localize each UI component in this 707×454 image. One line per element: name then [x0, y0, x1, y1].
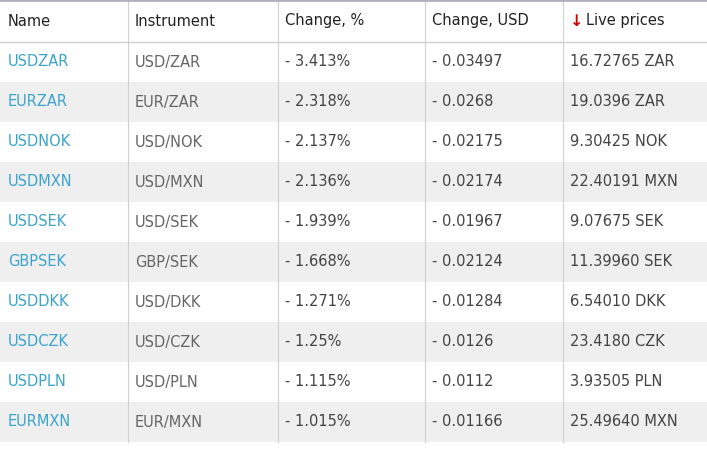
Text: 3.93505 PLN: 3.93505 PLN — [570, 375, 662, 390]
Text: 25.49640 MXN: 25.49640 MXN — [570, 415, 678, 429]
Text: 11.39960 SEK: 11.39960 SEK — [570, 255, 672, 270]
Text: - 0.0126: - 0.0126 — [432, 335, 493, 350]
Text: - 0.0268: - 0.0268 — [432, 94, 493, 109]
Text: - 1.115%: - 1.115% — [285, 375, 351, 390]
Text: - 0.02124: - 0.02124 — [432, 255, 503, 270]
Text: EURZAR: EURZAR — [8, 94, 68, 109]
Text: 9.30425 NOK: 9.30425 NOK — [570, 134, 667, 149]
Text: Live prices: Live prices — [586, 14, 665, 29]
Text: USDPLN: USDPLN — [8, 375, 67, 390]
Bar — [0, 162, 707, 202]
Bar — [0, 82, 707, 122]
Text: GBPSEK: GBPSEK — [8, 255, 66, 270]
Text: 19.0396 ZAR: 19.0396 ZAR — [570, 94, 665, 109]
Text: - 0.02174: - 0.02174 — [432, 174, 503, 189]
Bar — [0, 42, 707, 82]
Text: - 0.02175: - 0.02175 — [432, 134, 503, 149]
Bar — [0, 242, 707, 282]
Text: USDZAR: USDZAR — [8, 54, 69, 69]
Text: Instrument: Instrument — [135, 14, 216, 29]
Text: - 1.25%: - 1.25% — [285, 335, 341, 350]
Text: - 0.01967: - 0.01967 — [432, 214, 503, 230]
Text: USD/CZK: USD/CZK — [135, 335, 201, 350]
Text: ↓: ↓ — [570, 14, 583, 29]
Bar — [0, 402, 707, 442]
Text: - 2.136%: - 2.136% — [285, 174, 351, 189]
Text: - 0.0112: - 0.0112 — [432, 375, 493, 390]
Text: USDSEK: USDSEK — [8, 214, 67, 230]
Text: USDMXN: USDMXN — [8, 174, 73, 189]
Text: 22.40191 MXN: 22.40191 MXN — [570, 174, 678, 189]
Text: USD/ZAR: USD/ZAR — [135, 54, 201, 69]
Text: - 0.03497: - 0.03497 — [432, 54, 503, 69]
Bar — [0, 322, 707, 362]
Text: USDNOK: USDNOK — [8, 134, 71, 149]
Bar — [0, 202, 707, 242]
Text: Change, %: Change, % — [285, 14, 364, 29]
Text: 6.54010 DKK: 6.54010 DKK — [570, 295, 665, 310]
Text: - 0.01284: - 0.01284 — [432, 295, 503, 310]
Bar — [0, 122, 707, 162]
Text: Change, USD: Change, USD — [432, 14, 529, 29]
Text: - 1.939%: - 1.939% — [285, 214, 351, 230]
Text: - 2.318%: - 2.318% — [285, 94, 351, 109]
Bar — [0, 0, 707, 42]
Text: GBP/SEK: GBP/SEK — [135, 255, 198, 270]
Text: - 2.137%: - 2.137% — [285, 134, 351, 149]
Text: USD/DKK: USD/DKK — [135, 295, 201, 310]
Text: Name: Name — [8, 14, 51, 29]
Text: - 3.413%: - 3.413% — [285, 54, 350, 69]
Text: EURMXN: EURMXN — [8, 415, 71, 429]
Text: EUR/MXN: EUR/MXN — [135, 415, 203, 429]
Bar — [0, 282, 707, 322]
Text: USD/MXN: USD/MXN — [135, 174, 204, 189]
Text: EUR/ZAR: EUR/ZAR — [135, 94, 200, 109]
Text: USDCZK: USDCZK — [8, 335, 69, 350]
Text: USD/PLN: USD/PLN — [135, 375, 199, 390]
Text: - 0.01166: - 0.01166 — [432, 415, 503, 429]
Text: - 1.015%: - 1.015% — [285, 415, 351, 429]
Bar — [0, 362, 707, 402]
Text: USD/SEK: USD/SEK — [135, 214, 199, 230]
Text: - 1.668%: - 1.668% — [285, 255, 351, 270]
Text: - 1.271%: - 1.271% — [285, 295, 351, 310]
Text: 16.72765 ZAR: 16.72765 ZAR — [570, 54, 674, 69]
Text: 9.07675 SEK: 9.07675 SEK — [570, 214, 663, 230]
Text: 23.4180 CZK: 23.4180 CZK — [570, 335, 665, 350]
Text: USDDKK: USDDKK — [8, 295, 69, 310]
Text: USD/NOK: USD/NOK — [135, 134, 203, 149]
